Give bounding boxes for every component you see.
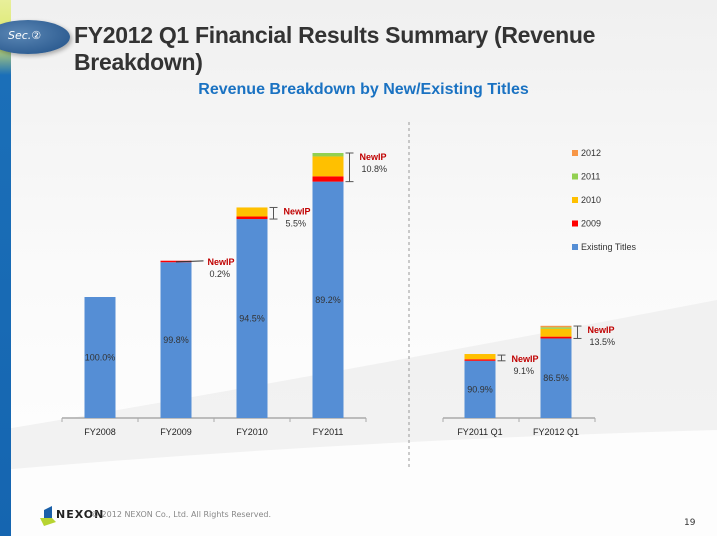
legend-label: Existing Titles	[581, 242, 637, 252]
newip-label: NewIP	[284, 206, 311, 216]
bar-segment-2009	[236, 216, 268, 220]
newip-label: NewIP	[208, 257, 235, 267]
legend-swatch-2012	[572, 150, 578, 156]
newip-leader	[175, 260, 204, 263]
newip-label: NewIP	[360, 152, 387, 162]
newip-label: NewIP	[512, 354, 539, 364]
x-tick-label: FY2011 Q1	[457, 427, 502, 437]
chart-title: Revenue Breakdown by New/Existing Titles	[198, 81, 529, 98]
existing-share-label: 90.9%	[467, 384, 493, 394]
existing-share-label: 86.5%	[543, 373, 569, 383]
section-badge-text: Sec.②	[8, 29, 42, 42]
newip-value: 5.5%	[286, 218, 307, 228]
newip-value: 10.8%	[362, 164, 388, 174]
left-accent-bar	[0, 0, 11, 536]
existing-share-label: 89.2%	[315, 295, 341, 305]
bar-segment-2011	[312, 153, 344, 157]
page-title: FY2012 Q1 Financial Results Summary (Rev…	[74, 22, 596, 75]
existing-share-label: 100.0%	[85, 353, 116, 363]
legend-swatch-2010	[572, 197, 578, 203]
x-tick-label: FY2010	[236, 427, 268, 437]
bar-segment-2010	[312, 156, 344, 177]
bar-segment-2010	[540, 328, 572, 337]
newip-label: NewIP	[588, 325, 615, 335]
bar-segment-2009	[312, 176, 344, 182]
bar-segment-existing-titles	[464, 360, 496, 418]
x-tick-label: FY2009	[160, 427, 192, 437]
legend-swatch-2011	[572, 173, 578, 180]
page-number: 19	[684, 518, 696, 528]
legend-label: 2010	[581, 195, 601, 205]
bar-segment-2009	[540, 336, 572, 339]
legend-label: 2009	[581, 219, 601, 229]
legend-swatch-existing-titles	[572, 244, 578, 250]
bar-segment-2010	[464, 354, 496, 360]
legend-label: 2011	[581, 172, 600, 182]
x-tick-label: FY2012 Q1	[533, 427, 579, 437]
legend-label: 2012	[581, 148, 601, 158]
existing-share-label: 99.8%	[163, 335, 189, 345]
bar-segment-existing-titles	[236, 219, 268, 418]
x-tick-label: FY2011	[313, 427, 344, 437]
bar-segment-2009	[464, 359, 496, 361]
newip-value: 13.5%	[590, 337, 616, 347]
bar-segment-2010	[236, 207, 268, 217]
existing-share-label: 94.5%	[239, 314, 265, 324]
x-tick-label: FY2008	[84, 427, 116, 437]
footer-brand: NEXON	[56, 508, 105, 521]
bar-segment-existing-titles	[84, 297, 116, 418]
newip-value: 9.1%	[514, 366, 535, 376]
newip-value: 0.2%	[210, 269, 231, 279]
legend-swatch-2009	[572, 220, 578, 227]
nexon-logo-icon	[40, 506, 56, 526]
bar-segment-2011	[540, 327, 572, 329]
bar-segment-2012	[540, 325, 572, 328]
section-badge: Sec.②	[0, 20, 70, 54]
bar-segment-existing-titles	[540, 338, 572, 418]
bar-segment-existing-titles	[312, 181, 344, 418]
footer-copyright: © 2012 NEXON Co., Ltd. All Rights Reserv…	[91, 510, 272, 519]
bar-segment-existing-titles	[160, 262, 192, 418]
